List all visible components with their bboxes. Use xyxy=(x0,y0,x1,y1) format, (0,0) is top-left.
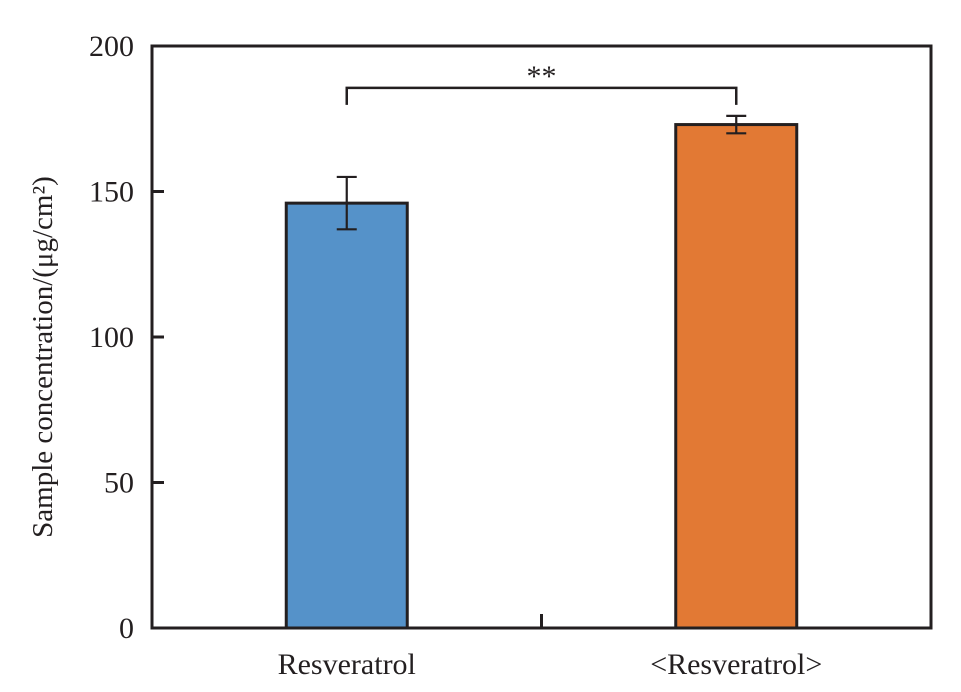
error-bar-1 xyxy=(336,175,357,231)
error-bars-layer xyxy=(336,114,747,231)
y-axis-ticks: 0 50 100 150 200 xyxy=(89,30,164,645)
plot-frame xyxy=(150,44,933,630)
significance-bracket xyxy=(345,86,738,105)
y-tick-label: 0 xyxy=(119,612,134,645)
y-tick-label: 50 xyxy=(104,467,134,500)
y-tick-label: 200 xyxy=(89,30,134,63)
significance-layer: ** xyxy=(345,60,738,105)
y-tick-label: 150 xyxy=(89,176,134,209)
bars-layer xyxy=(284,123,799,630)
x-tick-label: Resveratrol xyxy=(278,648,416,681)
bar-1 xyxy=(284,201,409,630)
error-bar-2 xyxy=(726,114,747,135)
y-axis-label: Sample concentration/(μg/cm²) xyxy=(27,176,59,538)
y-tick-label: 100 xyxy=(89,321,134,354)
x-tick-label: <Resveratrol> xyxy=(650,648,822,681)
x-axis-ticks: Resveratrol <Resveratrol> xyxy=(278,614,822,681)
significance-label: ** xyxy=(527,60,557,93)
bar-2 xyxy=(674,123,799,630)
